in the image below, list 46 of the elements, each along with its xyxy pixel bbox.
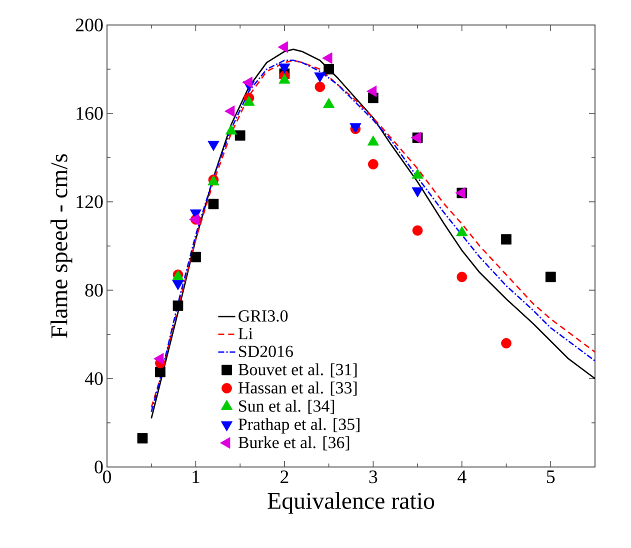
x-tick-label: 5 — [547, 470, 555, 484]
point — [456, 272, 468, 282]
point — [190, 252, 201, 262]
point — [242, 76, 252, 88]
y-tick-label: 0 — [94, 460, 103, 474]
point — [545, 272, 556, 282]
point — [172, 300, 184, 311]
point — [155, 366, 166, 378]
point — [278, 64, 290, 74]
legend-label: Sun et al. [34] — [239, 400, 334, 414]
point — [501, 338, 512, 348]
point — [314, 72, 326, 82]
point — [366, 85, 377, 98]
point — [501, 234, 512, 245]
y-tick-label: 160 — [76, 107, 103, 120]
point — [324, 64, 334, 74]
y-tick-label: 120 — [76, 195, 103, 208]
y-axis-title: Flame speed - cm/s — [50, 154, 72, 338]
point — [224, 105, 235, 117]
x-tick-label: 1 — [192, 470, 200, 484]
legend-label: Prathap et al. [35] — [238, 418, 360, 434]
point — [208, 198, 219, 210]
point — [314, 82, 326, 92]
point — [278, 41, 288, 53]
point — [412, 187, 424, 198]
legend-label: Burke et al. [36] — [238, 436, 350, 450]
x-tick-label: 0 — [102, 470, 111, 484]
point — [368, 159, 378, 170]
x-tick-label: 4 — [458, 470, 466, 483]
point — [154, 352, 164, 365]
legend-label: Hassan et al. [33] — [238, 382, 357, 396]
x-tick-label: 2 — [280, 470, 288, 484]
y-tick-label: 80 — [85, 284, 103, 297]
legend-label: Bouvet et al. [31] — [238, 363, 357, 378]
y-tick-label: 200 — [76, 18, 103, 32]
y-tick-label: 40 — [84, 372, 103, 385]
point — [412, 225, 423, 236]
legend-label: GRI3.0 — [238, 310, 288, 322]
point — [208, 140, 220, 152]
point — [234, 130, 246, 141]
x-tick-label: 3 — [369, 470, 378, 484]
legend-label: SD2016 — [239, 346, 293, 358]
legend-label: Li — [238, 328, 253, 340]
point — [137, 433, 148, 444]
point — [322, 52, 332, 64]
x-axis-title: Equivalence ratio — [268, 492, 434, 514]
